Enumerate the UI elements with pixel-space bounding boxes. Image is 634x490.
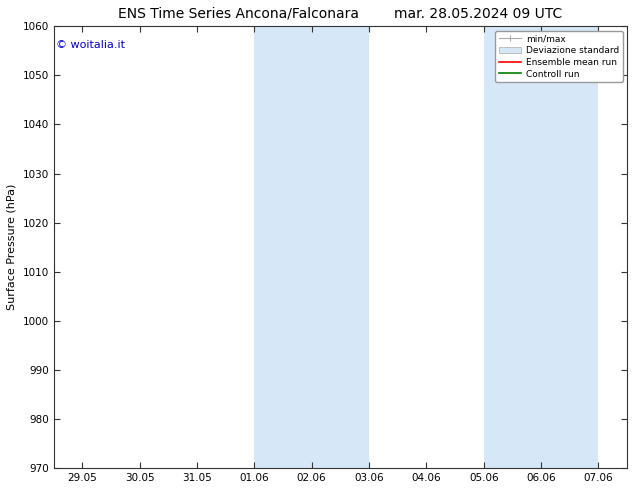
Text: © woitalia.it: © woitalia.it: [56, 40, 126, 49]
Y-axis label: Surface Pressure (hPa): Surface Pressure (hPa): [7, 184, 17, 311]
Bar: [484, 26, 598, 468]
Bar: [254, 26, 369, 468]
Legend: min/max, Deviazione standard, Ensemble mean run, Controll run: min/max, Deviazione standard, Ensemble m…: [495, 31, 623, 82]
Title: ENS Time Series Ancona/Falconara        mar. 28.05.2024 09 UTC: ENS Time Series Ancona/Falconara mar. 28…: [118, 7, 562, 21]
